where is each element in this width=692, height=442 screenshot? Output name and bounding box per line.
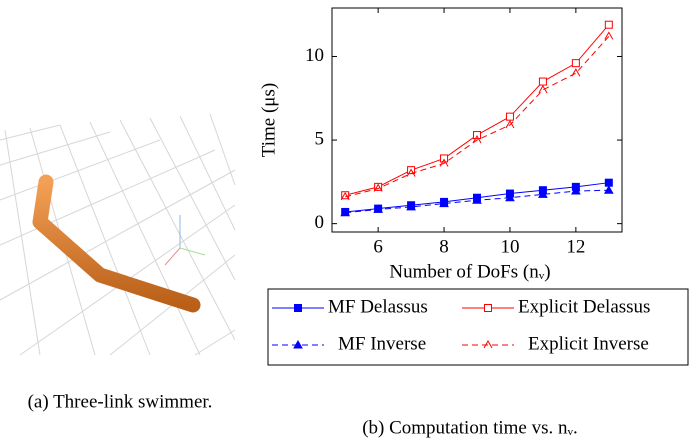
series-line	[345, 24, 610, 196]
legend-label: MF Inverse	[338, 333, 426, 354]
marker	[374, 182, 383, 191]
y-tick-label: 5	[315, 128, 325, 149]
legend-label: Explicit Delassus	[518, 296, 650, 317]
marker	[571, 59, 580, 68]
marker	[406, 168, 416, 177]
marker	[341, 191, 350, 200]
marker	[472, 195, 482, 204]
marker	[440, 154, 449, 163]
marker	[604, 178, 613, 187]
marker	[483, 339, 493, 349]
marker	[373, 183, 383, 192]
series-line	[345, 36, 610, 198]
caption: (b) Computation time vs. nᵥ.	[362, 417, 578, 438]
marker	[439, 198, 449, 208]
marker	[538, 189, 548, 198]
marker	[484, 304, 492, 312]
marker	[604, 31, 614, 40]
swimmer-render	[0, 113, 236, 356]
marker	[505, 120, 515, 129]
marker	[472, 135, 482, 144]
marker	[340, 207, 351, 217]
marker	[505, 192, 515, 202]
x-tick-label: 6	[373, 236, 383, 257]
marker	[571, 68, 581, 77]
legend	[267, 288, 689, 366]
marker	[538, 84, 548, 94]
marker	[505, 112, 514, 121]
legend-label: MF Delassus	[328, 296, 428, 317]
marker	[473, 131, 481, 140]
plot-frame	[331, 7, 623, 233]
y-tick-label: 0	[315, 212, 325, 233]
marker	[294, 304, 302, 312]
x-tick-label: 8	[439, 236, 449, 257]
marker	[373, 204, 383, 213]
y-tick-label: 10	[305, 45, 324, 66]
x-axis-label: Number of DoFs (nᵥ)	[389, 261, 550, 282]
caption: (a) Three-link swimmer.	[28, 391, 213, 412]
y-axis-label: Time (μs)	[258, 83, 279, 157]
x-tick-label: 12	[566, 236, 585, 257]
marker	[406, 201, 416, 211]
marker	[603, 185, 614, 194]
marker	[604, 20, 613, 29]
marker	[340, 191, 350, 201]
marker	[293, 339, 303, 349]
legend-label: Explicit Inverse	[528, 333, 649, 354]
x-tick-label: 10	[500, 236, 519, 257]
marker	[571, 186, 581, 195]
marker	[439, 158, 449, 167]
marker	[538, 77, 547, 86]
